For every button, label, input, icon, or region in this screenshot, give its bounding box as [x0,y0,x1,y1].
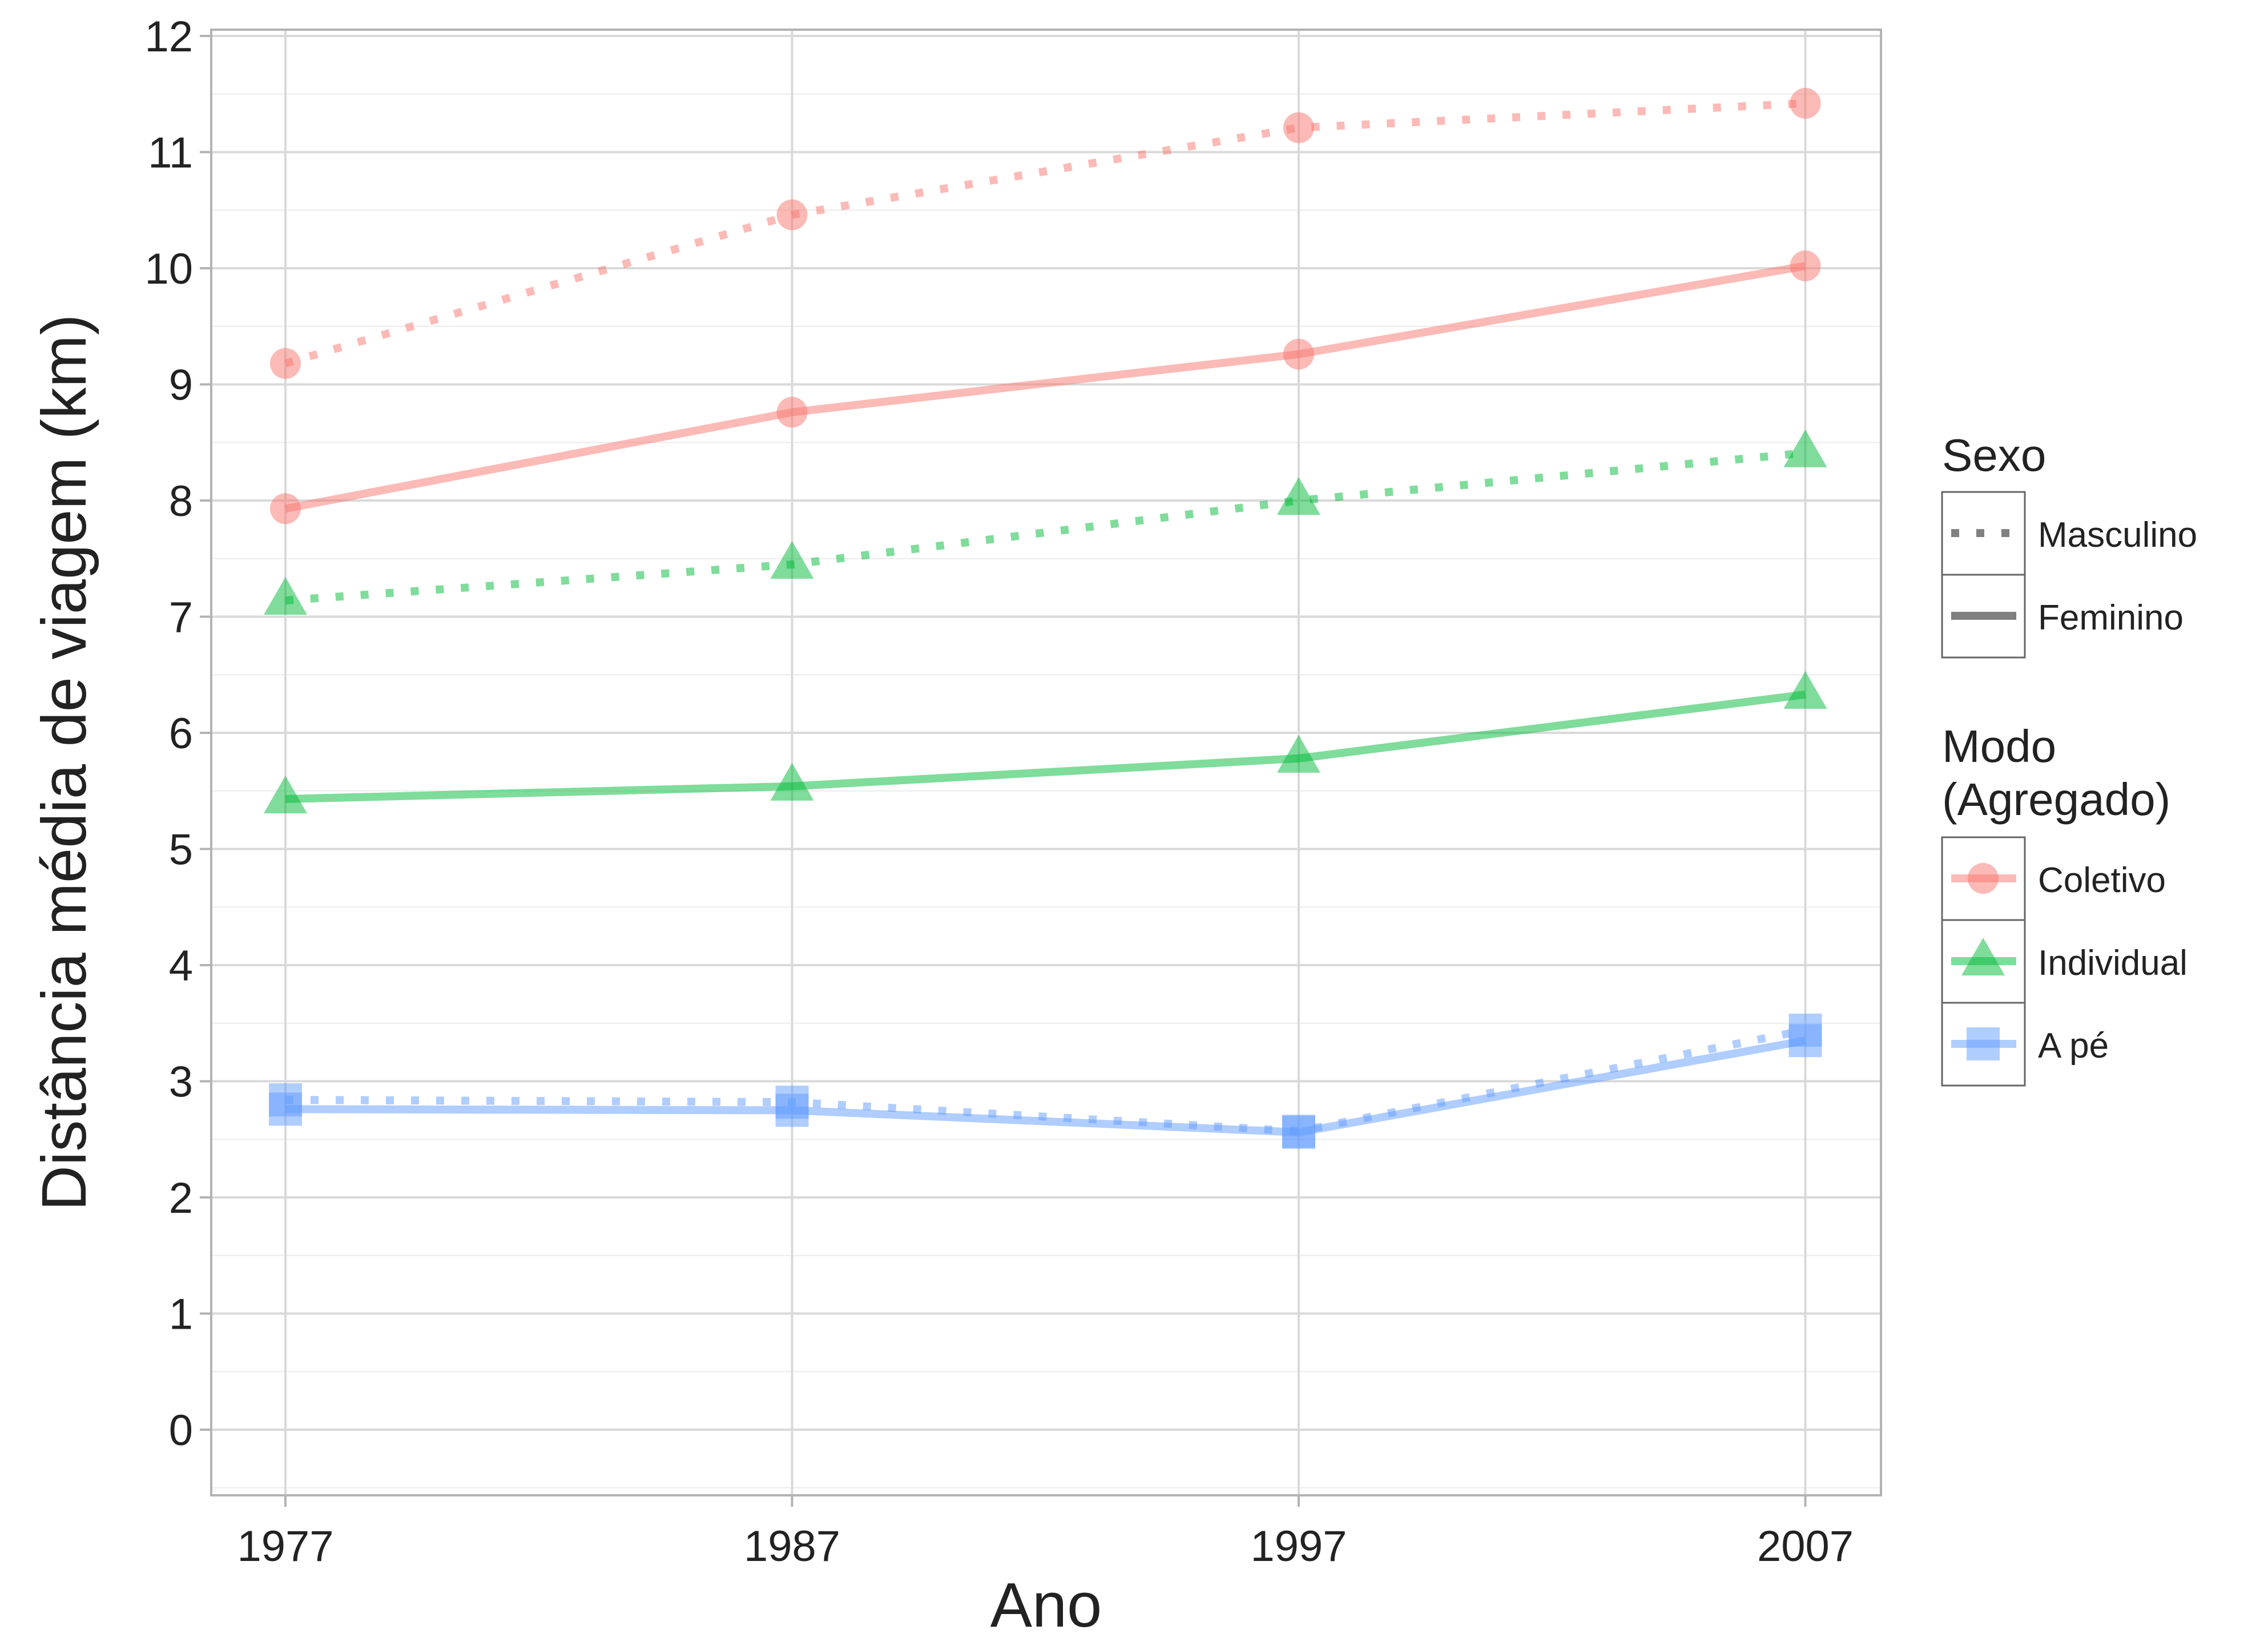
data-point [1277,735,1320,773]
data-point [1783,429,1827,467]
legend-sexo-item-masculino: Masculino [1941,491,2197,576]
y-tick-label: 12 [144,13,193,61]
legend-modo-subtitle: (Agregado) [1942,774,2170,825]
data-point [264,577,307,615]
y-tick-label: 3 [169,1058,193,1107]
data-point [270,493,301,525]
x-tick-label: 2007 [1757,1522,1854,1571]
panel-border [210,29,1882,1496]
series-line [285,449,1806,604]
y-axis-title: Distância média de viagem (km) [29,314,99,1211]
legend-modo-item-a-pe: A pé [1941,1002,2109,1087]
y-tick-label: 1 [169,1290,193,1339]
x-tick-label: 1987 [744,1522,840,1571]
legend-sexo-title: Sexo [1942,430,2046,481]
data-point [270,348,301,379]
legend-label: Coletivo [2038,861,2166,900]
data-point [776,199,808,231]
series-individual-masculino [264,429,1827,615]
legend-sexo-item-feminino: Feminino [1941,574,2184,659]
data-point [264,776,307,814]
series-line [284,99,1806,368]
legend-label: Masculino [2038,515,2197,555]
y-tick-label: 6 [169,709,193,758]
legend-sexo-items: Masculino Feminino [1941,491,2197,659]
y-tick-label: 4 [169,942,193,990]
y-tick-label: 7 [169,594,193,642]
y-tick-label: 9 [169,361,193,410]
series-a-pe-feminino [269,1024,1822,1149]
legend-key-marker [1961,938,2005,976]
legend-modo-items: Coletivo Individual A pé [1941,836,2188,1087]
legend-label: A pé [2038,1026,2109,1066]
x-tick-label: 1977 [237,1522,333,1571]
series-group [264,88,1827,1149]
data-point [1790,88,1821,119]
legend-key-marker [1967,1027,2000,1060]
data-point [1783,671,1827,709]
x-tick-label: 1997 [1250,1522,1347,1571]
y-tick-label: 11 [148,129,193,177]
y-tick-label: 2 [169,1174,193,1223]
series-coletivo-masculino [270,88,1821,379]
data-point [1788,1024,1822,1058]
legend-label: Feminino [2038,598,2184,638]
legend-key-marker [1968,863,1999,894]
data-point [1282,1116,1315,1149]
legend-modo-title: Modo [1942,721,2056,772]
series-line [284,262,1806,513]
x-axis-ticks: 1977 1987 1997 2007 [237,1495,1854,1571]
data-point [770,541,814,579]
y-tick-label: 5 [169,826,193,874]
data-point [1277,477,1320,515]
data-point [770,763,814,801]
data-point [775,1094,809,1127]
legend-sexo: Sexo Masculino Feminino [1941,430,2197,659]
legend-modo-item-individual: Individual [1941,919,2188,1004]
legend-label: Individual [2038,943,2188,983]
x-axis-title: Ano [990,1570,1102,1640]
data-point [269,1092,302,1126]
series-line [285,1036,1806,1137]
data-point [1283,338,1314,370]
series-coletivo-feminino [270,250,1821,525]
y-tick-label: 0 [169,1406,193,1455]
series-line [285,1026,1806,1136]
data-point [1790,250,1821,281]
legend-modo-item-coletivo: Coletivo [1941,836,2166,921]
data-point [776,397,808,428]
y-tick-label: 10 [144,245,193,293]
series-line [285,690,1806,803]
data-point [1283,112,1314,143]
series-individual-feminino [264,671,1827,814]
y-tick-label: 8 [169,477,193,526]
legend-modo: Modo (Agregado) Coletivo Individual A pé [1941,721,2188,1087]
